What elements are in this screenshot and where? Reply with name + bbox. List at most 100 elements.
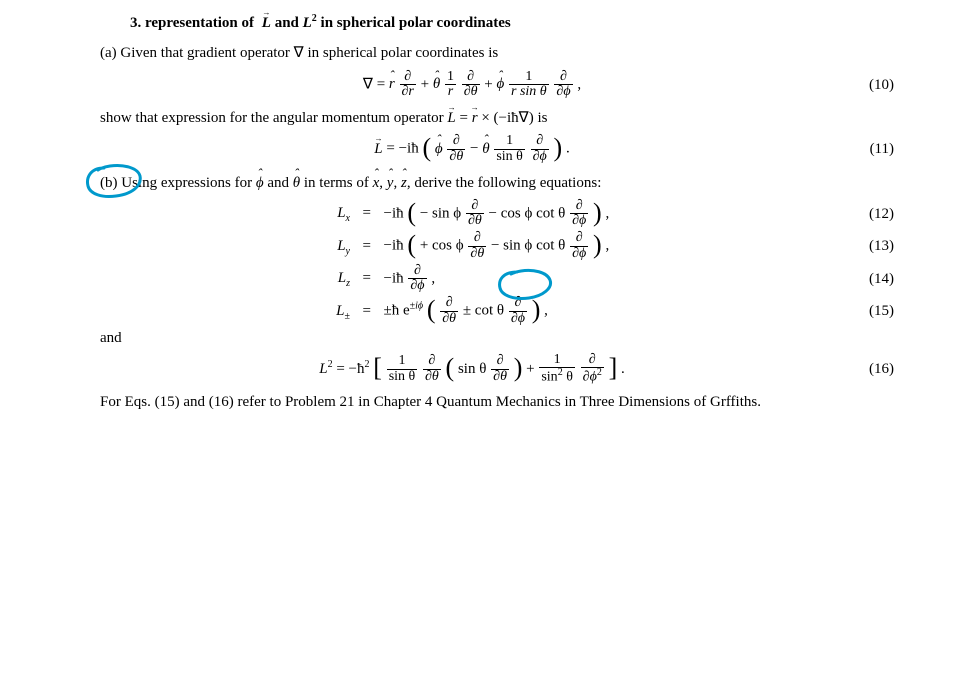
equation-11: L = −iħ ( ϕ ∂∂θ − θ 1sin θ ∂∂ϕ ) . (11) — [100, 134, 894, 164]
eq11-thhat: θ — [482, 139, 489, 159]
eq11-tail: . — [566, 141, 570, 157]
eq13-t2: − sin ϕ cot θ — [491, 238, 565, 254]
equation-15-number: (15) — [844, 301, 894, 321]
show-tail: × (−iħ∇) is — [478, 110, 548, 126]
eq14-pre: −iħ — [384, 270, 404, 286]
heading-and: and — [275, 15, 303, 31]
equation-11-number: (11) — [844, 139, 894, 159]
eq15-d1: ∂ — [440, 296, 458, 311]
equation-15-math: L± = ±ħ e±iϕ ( ∂∂θ ± cot θ ∂∂ϕ ) , — [100, 296, 844, 326]
eq12-d1: ∂ — [466, 199, 484, 214]
part-b-y: y — [387, 173, 394, 193]
eq16-sin2: sin — [541, 370, 557, 385]
eq11-d1: ∂ — [447, 134, 465, 149]
show-r: r — [472, 108, 478, 128]
eq16-frac2a: 1sin2 θ — [539, 353, 575, 386]
eq16-sin-inner: sin θ — [458, 360, 486, 376]
eq16-pre-sup: 2 — [365, 358, 370, 369]
eq11-sin: sin θ — [494, 149, 525, 165]
show-line: show that expression for the angular mom… — [100, 108, 894, 128]
eq12-dth: ∂θ — [466, 213, 484, 229]
eq15-d2: ∂ — [509, 296, 527, 311]
eq15-L: L — [336, 303, 344, 319]
part-b-derive: derive — [414, 175, 451, 191]
eq14-dph: ∂ϕ — [408, 278, 426, 294]
eq10-thhat: θ — [433, 74, 440, 94]
eq11-d2: ∂ — [531, 134, 549, 149]
equation-12-math: Lx = −iħ ( − sin ϕ ∂∂θ − cos ϕ cot θ ∂∂ϕ… — [100, 199, 844, 229]
eq15-dph: ∂ϕ — [509, 311, 527, 327]
show-mid: that expression for the angular momentum… — [132, 110, 448, 126]
eq10-del: ∇ = — [363, 76, 389, 92]
eq10-frac3b: ∂∂ϕ — [554, 70, 572, 100]
eq10-rhat: r — [389, 74, 395, 94]
eq16-L-sup: 2 — [328, 358, 333, 369]
eq10-frac2a: 1r — [445, 70, 456, 100]
eq13-L: L — [337, 238, 345, 254]
eq16-d3: ∂ — [581, 353, 604, 368]
eq15-sub: ± — [345, 311, 351, 322]
eq13-tail: , — [605, 238, 609, 254]
eq12-frac1: ∂∂θ — [466, 199, 484, 229]
eq16-one1: 1 — [387, 354, 418, 369]
eq16-sin1: sin θ — [387, 369, 418, 385]
heading-L2: L — [303, 15, 312, 31]
eq13-dph: ∂ϕ — [570, 246, 588, 262]
equation-10-math: ∇ = r ∂∂r + θ 1r ∂∂θ + ϕ 1r sin θ ∂∂ϕ , — [100, 70, 844, 100]
eq14-L: L — [338, 270, 346, 286]
eq11-L: L — [374, 139, 382, 159]
eq10-r: r — [445, 84, 456, 100]
equation-15: L± = ±ħ e±iϕ ( ∂∂θ ± cot θ ∂∂ϕ ) , (15) — [100, 296, 894, 326]
eq10-rsin: r sin θ — [509, 84, 549, 100]
eq16-frac1b: ∂∂θ — [423, 354, 441, 384]
equation-13-number: (13) — [844, 236, 894, 256]
eq15-frac1: ∂∂θ — [440, 296, 458, 326]
eq11-frac1: ∂∂θ — [447, 134, 465, 164]
eq13-d1: ∂ — [468, 231, 486, 246]
eq12-t2: − cos ϕ cot θ — [488, 205, 565, 221]
eq14-frac: ∂∂ϕ — [408, 264, 426, 294]
equation-12-number: (12) — [844, 204, 894, 224]
eq12-L: L — [337, 205, 345, 221]
part-b-and1: and — [264, 175, 293, 191]
equation-16-number: (16) — [844, 359, 894, 379]
eq16-dth1: ∂θ — [423, 369, 441, 385]
part-b-mid: in terms of — [300, 175, 373, 191]
eq14-eq: = — [354, 268, 380, 288]
eq16-L: L — [319, 360, 327, 376]
eq10-frac3a: 1r sin θ — [509, 70, 549, 100]
equation-14: Lz = −iħ ∂∂ϕ , (14) — [100, 264, 894, 294]
section-heading: 3. representation of L and L2 in spheric… — [130, 12, 894, 33]
eq15-eq: = — [354, 301, 380, 321]
eq10-phhat: ϕ — [496, 74, 504, 94]
show-word: show — [100, 110, 132, 126]
eq14-sub: z — [346, 278, 350, 289]
eq16-frac1a: 1sin θ — [387, 354, 418, 384]
eq10-frac1: ∂∂r — [400, 70, 416, 100]
eq16-dph2-sup: 2 — [597, 367, 602, 378]
equation-10: ∇ = r ∂∂r + θ 1r ∂∂θ + ϕ 1r sin θ ∂∂ϕ , … — [100, 70, 894, 100]
eq12-frac2: ∂∂ϕ — [570, 199, 588, 229]
part-a-intro: (a) Given that gradient operator ∇ in sp… — [100, 43, 894, 63]
eq11-dph: ∂ϕ — [531, 149, 549, 165]
eq11-one: 1 — [494, 134, 525, 149]
eq11-dth: ∂θ — [447, 149, 465, 165]
eq13-sub: y — [346, 246, 350, 257]
eq16-one2: 1 — [539, 353, 575, 368]
part-b-theta: θ — [293, 173, 300, 193]
eq10-one2: 1 — [509, 70, 549, 85]
equation-12: Lx = −iħ ( − sin ϕ ∂∂θ − cos ϕ cot θ ∂∂ϕ… — [100, 199, 894, 229]
eq13-frac1: ∂∂θ — [468, 231, 486, 261]
eq13-dth: ∂θ — [468, 246, 486, 262]
eq12-pre: −iħ — [384, 205, 408, 221]
eq12-sub: x — [346, 213, 350, 224]
show-eq: = — [456, 110, 472, 126]
eq12-d2: ∂ — [570, 199, 588, 214]
equation-16: L2 = −ħ2 [ 1sin θ ∂∂θ ( sin θ ∂∂θ ) + 1s… — [100, 353, 894, 386]
equation-13: Ly = −iħ ( + cos ϕ ∂∂θ − sin ϕ cot θ ∂∂ϕ… — [100, 231, 894, 261]
eq15-dth: ∂θ — [440, 311, 458, 327]
eq16-d1: ∂ — [423, 354, 441, 369]
eq12-dph: ∂ϕ — [570, 213, 588, 229]
eq16-pre: = −ħ — [336, 360, 364, 376]
equation-11-math: L = −iħ ( ϕ ∂∂θ − θ 1sin θ ∂∂ϕ ) . — [100, 134, 844, 164]
